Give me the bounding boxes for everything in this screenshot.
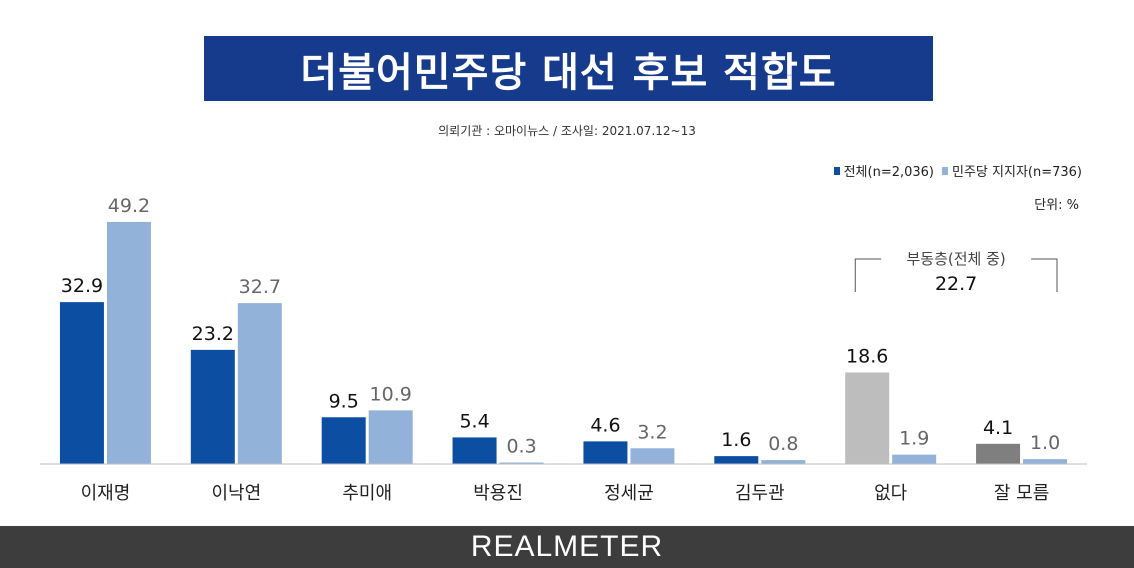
bar-total-4 — [583, 441, 628, 464]
legend-swatch-supporters — [942, 166, 949, 175]
data-label-total-5: 1.6 — [721, 429, 751, 451]
annotation-bracket — [854, 258, 1058, 292]
data-label-total-0: 32.9 — [61, 275, 103, 297]
bar-total-2 — [321, 417, 366, 464]
bar-supporters-1 — [237, 303, 282, 464]
category-label-4: 정세균 — [604, 483, 654, 504]
legend-item-supporters: 민주당 지지자(n=736) — [942, 161, 1082, 180]
bar-total-7 — [976, 443, 1021, 464]
annotation-value: 22.7 — [935, 273, 977, 295]
category-label-0: 이재명 — [81, 483, 131, 504]
category-label-5: 김두관 — [735, 483, 785, 504]
data-label-supporters-2: 10.9 — [370, 383, 412, 405]
bar-supporters-6 — [892, 454, 937, 464]
data-label-supporters-6: 1.9 — [899, 428, 929, 450]
bar-total-3 — [452, 437, 497, 464]
legend: 전체(n=2,036) 민주당 지지자(n=736) — [826, 161, 1082, 180]
data-label-total-6: 18.6 — [846, 345, 888, 367]
category-label-1: 이낙연 — [211, 483, 261, 504]
data-label-supporters-5: 0.8 — [768, 433, 798, 455]
bar-supporters-4 — [630, 448, 675, 464]
bar-supporters-3 — [499, 462, 544, 464]
data-label-supporters-7: 1.0 — [1030, 432, 1060, 454]
legend-label-supporters: 민주당 지지자(n=736) — [952, 165, 1082, 180]
data-label-total-3: 5.4 — [459, 410, 489, 432]
bar-chart: 32.9 49.2 이재명 23.2 32.7 이낙연 9.5 10.9 추미애 5.4 0.3 박용… — [40, 195, 1087, 504]
data-label-total-4: 4.6 — [590, 414, 620, 436]
category-label-7: 잘 모름 — [994, 483, 1049, 504]
legend-label-total: 전체(n=2,036) — [843, 165, 935, 180]
unit-label: 단위: % — [1034, 198, 1079, 213]
data-label-supporters-4: 3.2 — [637, 421, 667, 443]
data-label-supporters-3: 0.3 — [506, 436, 536, 458]
bar-supporters-2 — [368, 410, 413, 464]
bar-total-1 — [190, 349, 235, 464]
data-label-supporters-0: 49.2 — [108, 195, 150, 217]
category-label-2: 추미애 — [342, 483, 392, 504]
bar-total-0 — [59, 302, 104, 464]
bar-supporters-5 — [761, 460, 806, 464]
category-label-6: 없다 — [874, 483, 908, 504]
data-label-supporters-1: 32.7 — [239, 276, 281, 298]
footer-brand: REALMETER — [0, 526, 1134, 568]
annotation-label: 부동층(전체 중) — [906, 250, 1005, 268]
category-label-3: 박용진 — [473, 483, 523, 504]
data-label-total-2: 9.5 — [329, 390, 359, 412]
chart-title: 더불어민주당 대선 후보 적합도 — [204, 36, 933, 101]
data-label-total-7: 4.1 — [983, 417, 1013, 439]
bar-supporters-7 — [1023, 459, 1068, 464]
bar-supporters-0 — [106, 221, 151, 464]
brand-logo-text: REALMETER — [470, 530, 664, 563]
bar-total-6 — [845, 372, 890, 464]
bar-total-5 — [714, 456, 759, 464]
legend-swatch-total — [833, 166, 840, 175]
legend-item-total: 전체(n=2,036) — [833, 161, 935, 180]
chart-subtitle: 의뢰기관 : 오마이뉴스 / 조사일: 2021.07.12~13 — [438, 124, 696, 138]
data-label-total-1: 23.2 — [192, 323, 234, 345]
